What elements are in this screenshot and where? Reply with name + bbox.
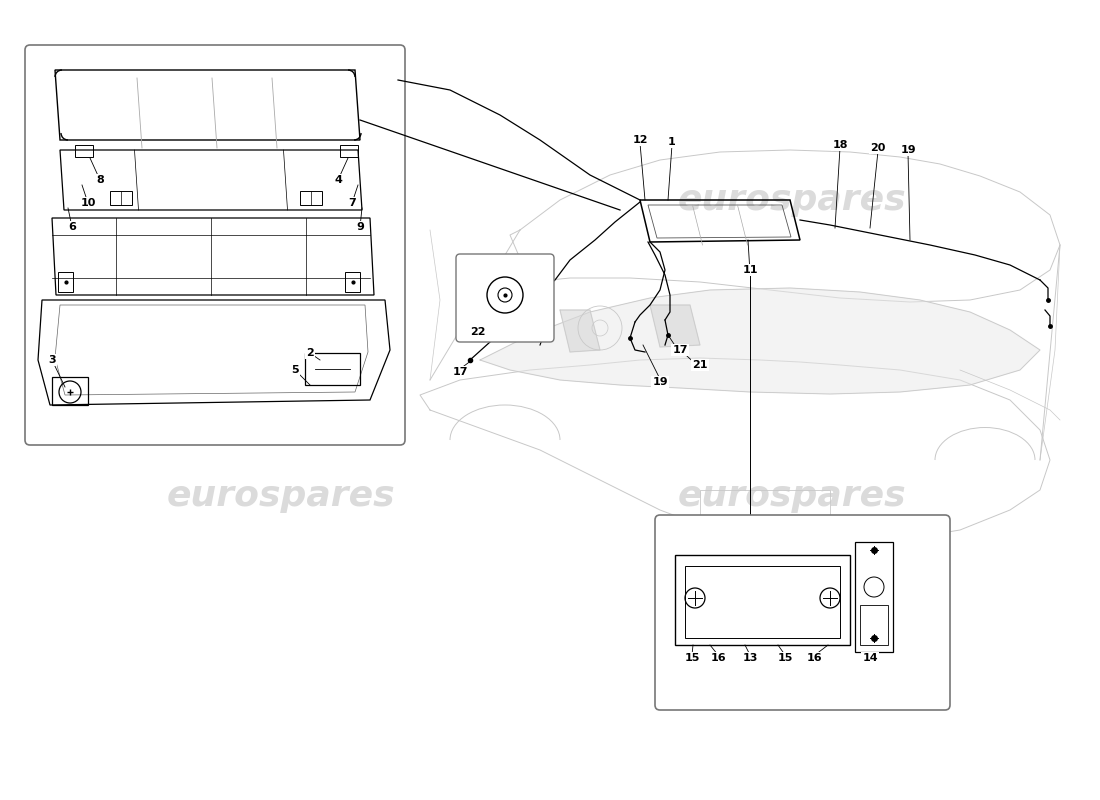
Text: 19: 19 [652,377,668,387]
FancyBboxPatch shape [456,254,554,342]
Text: 12: 12 [632,135,648,145]
Bar [700,490,830,520]
Text: 11: 11 [742,265,758,275]
Text: 18: 18 [833,140,848,150]
Bar [685,566,840,638]
Polygon shape [650,305,700,347]
Text: 1: 1 [668,137,675,147]
Text: 8: 8 [96,175,103,185]
Text: 15: 15 [778,653,793,663]
Bar [855,542,893,652]
Bar [52,377,88,405]
Text: eurospares: eurospares [166,183,395,217]
FancyBboxPatch shape [654,515,950,710]
Text: 5: 5 [292,365,299,375]
Text: 14: 14 [862,653,878,663]
Text: 15: 15 [684,653,700,663]
Text: eurospares: eurospares [678,183,906,217]
Text: 19: 19 [900,145,916,155]
Text: 7: 7 [348,198,356,208]
Polygon shape [560,310,600,352]
Bar [58,272,73,292]
Bar [300,191,322,205]
Text: eurospares: eurospares [678,479,906,513]
Text: 10: 10 [80,198,96,208]
Text: 17: 17 [672,345,688,355]
Bar [110,191,132,205]
Text: 20: 20 [870,143,886,153]
Text: 22: 22 [471,327,486,337]
Text: 4: 4 [334,175,342,185]
Bar [860,605,888,645]
Bar [75,145,94,157]
Text: 17: 17 [452,367,468,377]
Text: 13: 13 [742,653,758,663]
Text: 2: 2 [306,348,313,358]
Bar [340,145,358,157]
Bar [675,555,850,645]
Bar [345,272,360,292]
Text: eurospares: eurospares [166,479,395,513]
Text: 21: 21 [692,360,707,370]
Bar [305,353,360,385]
Text: 16: 16 [807,653,823,663]
Text: 3: 3 [48,355,56,365]
Text: 16: 16 [711,653,726,663]
Text: 6: 6 [68,222,76,232]
Text: 9: 9 [356,222,364,232]
FancyBboxPatch shape [25,45,405,445]
Polygon shape [480,288,1040,394]
